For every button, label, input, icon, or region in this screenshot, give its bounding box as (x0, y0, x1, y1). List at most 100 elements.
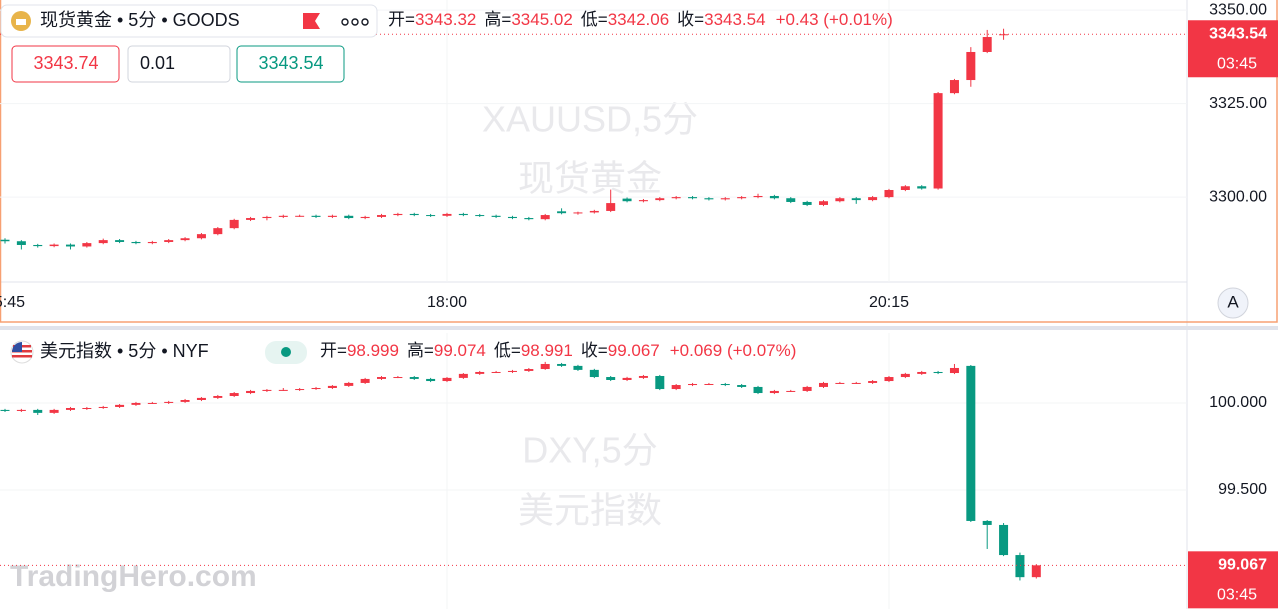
candle-body (327, 385, 337, 388)
candle-body (377, 377, 387, 379)
active-pane-frame (0, 0, 1278, 323)
candle-body (900, 373, 910, 378)
candle-body (458, 373, 468, 378)
candle-body (229, 219, 239, 229)
candle-body (180, 399, 190, 402)
candle-body (311, 215, 321, 217)
candle-body (606, 377, 616, 380)
candle-body (704, 198, 714, 200)
ohlc-legend: 开=98.999 高=99.074 低=98.991 收=99.067 +0.069 (… (320, 341, 796, 360)
candle-body (0, 409, 10, 411)
symbol-title: 美元指数 • 5分 • NYF (40, 341, 209, 361)
ohlc-legend: 开=3343.32 高=3345.02 低=3342.06 收=3343.54 +0.4… (388, 10, 893, 29)
legend-value: 3345.02 (511, 10, 572, 29)
legend-label: 收= (581, 341, 608, 360)
quantity-input[interactable] (127, 45, 231, 83)
candle-body (507, 370, 517, 372)
auto-scale-label[interactable]: A (1227, 292, 1239, 311)
candle-body (65, 244, 75, 247)
candle-body (311, 387, 321, 390)
candle-body (98, 406, 108, 409)
candle-body (82, 243, 92, 247)
branding: TradingHero.com (10, 560, 257, 593)
more-icon[interactable] (341, 18, 369, 26)
candle-body (884, 189, 894, 198)
candle-body (999, 524, 1009, 556)
legend-box (0, 4, 378, 38)
buy-price[interactable]: 3343.54 (258, 53, 323, 73)
candle-body (671, 197, 681, 199)
sell-price[interactable]: 3343.74 (33, 53, 98, 73)
candle-body (835, 198, 845, 202)
candle-body (786, 390, 796, 392)
x-tick-label: 15:45 (0, 294, 25, 311)
candle-body (196, 234, 206, 239)
candle-body (753, 195, 763, 198)
candle-body (524, 369, 534, 371)
legend-value: 98.991 (521, 341, 573, 360)
candle-body (786, 198, 796, 202)
legend-change: +0.43 (+0.01%) (776, 10, 893, 29)
candle-body (262, 216, 272, 219)
candle-body (491, 371, 501, 373)
candle-body (295, 389, 305, 391)
candle-body (737, 197, 747, 199)
legend-value: 99.074 (434, 341, 486, 360)
candle-body (655, 198, 665, 201)
candle-body (115, 404, 125, 407)
legend-label: 低= (494, 341, 521, 360)
candle-body (688, 197, 698, 199)
flag-icon[interactable] (303, 13, 320, 29)
legend-label: 低= (581, 10, 608, 29)
candle-body (393, 213, 403, 216)
us-flag (10, 340, 34, 364)
auto-scale-button[interactable] (1217, 287, 1249, 319)
countdown: 03:45 (1217, 55, 1257, 72)
candle-body (819, 201, 828, 205)
candle-body (344, 382, 354, 386)
quantity[interactable]: 0.01 (140, 53, 175, 73)
candle-body (295, 215, 305, 217)
buy-button[interactable] (236, 45, 345, 83)
candle-body (720, 198, 730, 200)
candle-body (557, 211, 567, 214)
candle-body (982, 520, 992, 525)
candle-body (82, 408, 92, 410)
countdown: 03:45 (1217, 587, 1257, 604)
watermarks: XAUUSD,5分 现货黄金 DXY,5分 美元指数 (482, 99, 698, 531)
price-tag (1188, 551, 1278, 609)
candle-body (655, 375, 665, 390)
candle-body (196, 397, 206, 400)
candle-body (688, 383, 698, 386)
candle-body (475, 371, 485, 374)
legend-change: +0.069 (+0.07%) (670, 341, 797, 360)
candle-body (377, 215, 387, 217)
candle-body (966, 365, 976, 521)
y-tick-label: 99.500 (1218, 481, 1267, 498)
price-tag (1188, 20, 1278, 78)
candle-body (622, 377, 632, 380)
candle-body (589, 369, 599, 378)
candle-body (622, 198, 632, 202)
watermark: DXY,5分 (522, 430, 657, 471)
legend-label: 开= (388, 10, 415, 29)
candle-body (131, 241, 141, 244)
candle-body (65, 408, 75, 410)
candle-body (164, 401, 174, 403)
candle-body (982, 37, 992, 52)
candle-body (262, 389, 272, 391)
candle-body (344, 215, 354, 219)
candle-body (475, 215, 485, 217)
candle-body (491, 215, 501, 217)
candle-body (360, 216, 370, 219)
candle-body (0, 239, 10, 242)
legend-value: 99.067 (608, 341, 660, 360)
sell-button[interactable] (11, 45, 120, 83)
candle-body (769, 195, 779, 199)
candle-body (917, 371, 927, 374)
candle-body (213, 228, 223, 235)
legend-value: 3343.32 (415, 10, 476, 29)
candle-body (164, 240, 174, 242)
